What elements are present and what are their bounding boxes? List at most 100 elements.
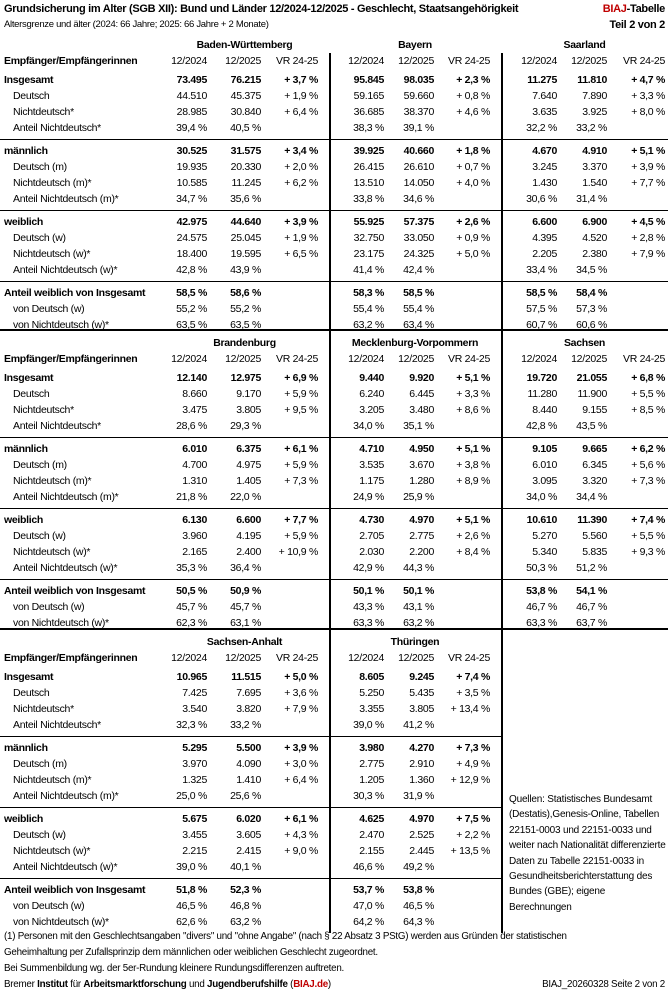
value-cell: 28,6 %	[176, 420, 207, 432]
value-cell: 9.170	[236, 388, 261, 400]
value-cell: + 2,8 %	[631, 232, 665, 244]
value-cell: 57.375	[403, 216, 435, 228]
value-cell: 26.610	[403, 161, 435, 173]
value-cell: 2.775	[359, 758, 384, 770]
value-cell	[434, 898, 501, 914]
value-cell: + 2,3 %	[456, 74, 490, 86]
value-cell: 55,2 %	[230, 303, 261, 315]
value-cell: 3.320	[582, 475, 607, 487]
value-cell: 42,9 %	[353, 562, 384, 574]
footnote-1: (1) Personen mit den Geschlechtsangaben …	[4, 931, 567, 942]
value-cell: 62,6 %	[176, 916, 207, 928]
value-cell: 43,5 %	[576, 420, 607, 432]
value-cell: 51,2 %	[576, 562, 607, 574]
value-cell	[261, 788, 329, 804]
value-cell: 36,4 %	[230, 562, 261, 574]
value-cell: + 4,7 %	[631, 74, 665, 86]
value-cell: 5.675	[182, 813, 207, 825]
value-cell: 2.380	[582, 248, 607, 260]
value-cell: + 6,9 %	[284, 372, 318, 384]
spacer	[0, 335, 160, 351]
value-cell: 33,2 %	[230, 719, 261, 731]
value-cell: + 6,5 %	[284, 248, 318, 260]
value-cell: 5.270	[532, 530, 557, 542]
value-cell	[261, 859, 329, 875]
value-cell: 53,7 %	[353, 884, 384, 896]
table-row: von Deutsch (w) 55,2 % 55,2 % 55,4 % 55,4 % 5…	[0, 301, 668, 317]
table-row: weiblich 6.130 6.600 + 7,7 % 4.730 4.970 + 5,1…	[0, 512, 668, 528]
table-block: Sachsen-Anhalt Thüringen Empfänger/Empfäng…	[0, 628, 668, 933]
column-header: VR 24-25	[623, 353, 665, 365]
value-cell: 35,6 %	[230, 193, 261, 205]
value-cell	[261, 489, 329, 505]
biaj-link[interactable]: BIAJ.de	[293, 979, 328, 990]
value-cell	[261, 285, 329, 301]
column-header-row: Empfänger/Empfängerinnen 12/2024 12/2025 VR…	[0, 650, 668, 666]
column-header: VR 24-25	[276, 55, 318, 67]
value-cell: 11.275	[527, 74, 557, 86]
value-cell: 58,3 %	[353, 287, 384, 299]
value-cell: 14.050	[403, 177, 435, 189]
column-header: 12/2025	[398, 55, 434, 67]
value-cell: + 5,9 %	[284, 459, 318, 471]
value-cell: 63,7 %	[576, 617, 607, 629]
value-cell: + 0,9 %	[456, 232, 490, 244]
organization-line: Bremer Institut für Arbeitsmarktforschun…	[4, 979, 331, 990]
table-tag: BIAJ-Tabelle	[603, 3, 666, 15]
row-label: Deutsch (w)	[13, 530, 66, 542]
value-cell: 33,4 %	[526, 264, 557, 276]
value-cell: 76.215	[230, 74, 262, 86]
value-cell: 58,5 %	[176, 287, 207, 299]
value-cell: 7.425	[182, 687, 207, 699]
column-header-label: Empfänger/Empfängerinnen	[4, 353, 138, 365]
value-cell: + 6,2 %	[631, 443, 665, 455]
value-cell: 13.510	[353, 177, 385, 189]
value-cell: 4.090	[236, 758, 261, 770]
value-cell: + 7,5 %	[456, 813, 490, 825]
value-cell: 44,3 %	[403, 562, 434, 574]
table-row: Anteil Nichtdeutsch (m)* 25,0 % 25,6 % 30,3…	[0, 788, 501, 804]
value-cell	[434, 301, 501, 317]
row-label: Deutsch (m)	[13, 758, 67, 770]
value-cell: 5.435	[409, 687, 434, 699]
table-row: Insgesamt 73.495 76.215 + 3,7 % 95.845 98.035…	[0, 72, 668, 88]
row-label: von Deutsch (w)	[13, 601, 85, 613]
state-name: Sachsen-Anhalt	[206, 636, 283, 648]
value-cell: 3.540	[182, 703, 207, 715]
value-cell: + 3,7 %	[284, 74, 318, 86]
value-cell: + 10,9 %	[278, 546, 319, 558]
value-cell: + 4,9 %	[456, 758, 490, 770]
value-cell: 45.375	[230, 90, 262, 102]
value-cell: + 6,8 %	[631, 372, 665, 384]
footnote-2: Geheimhaltung per Zufallsprinzip dem män…	[4, 947, 378, 958]
row-label: Nichtdeutsch*	[13, 106, 74, 118]
table-row: Deutsch (w) 24.575 25.045 + 1,9 % 32.750 33.0…	[0, 230, 668, 246]
table-row: Nichtdeutsch* 3.475 3.805 + 9,5 % 3.205 3.480…	[0, 402, 668, 418]
column-divider	[329, 331, 331, 634]
value-cell: 39.925	[353, 145, 385, 157]
table-row: Insgesamt 12.140 12.975 + 6,9 % 9.440 9.920 + …	[0, 370, 668, 386]
value-cell: 9.245	[409, 671, 434, 683]
value-cell: 5.250	[359, 687, 384, 699]
value-cell: 3.960	[182, 530, 207, 542]
value-cell: 9.920	[409, 372, 434, 384]
value-cell: 59.165	[353, 90, 385, 102]
row-group: Insgesamt 12.140 12.975 + 6,9 % 9.440 9.920 + …	[0, 367, 668, 438]
row-label: Anteil weiblich von Insgesamt	[4, 884, 146, 896]
value-cell: 62,3 %	[176, 617, 207, 629]
column-header: VR 24-25	[623, 55, 665, 67]
value-cell: 43,1 %	[403, 601, 434, 613]
value-cell: 31.575	[230, 145, 262, 157]
value-cell: 4.520	[582, 232, 607, 244]
value-cell: + 6,1 %	[284, 443, 318, 455]
value-cell: + 7,3 %	[631, 475, 665, 487]
value-cell: 21,8 %	[176, 491, 207, 503]
value-cell: + 3,8 %	[456, 459, 490, 471]
row-label: weiblich	[4, 514, 44, 526]
value-cell: 3.245	[532, 161, 557, 173]
value-cell: 25.045	[230, 232, 262, 244]
value-cell: 58,4 %	[576, 287, 607, 299]
column-divider	[501, 53, 503, 336]
row-label: Insgesamt	[4, 372, 54, 384]
value-cell: 21.055	[576, 372, 608, 384]
